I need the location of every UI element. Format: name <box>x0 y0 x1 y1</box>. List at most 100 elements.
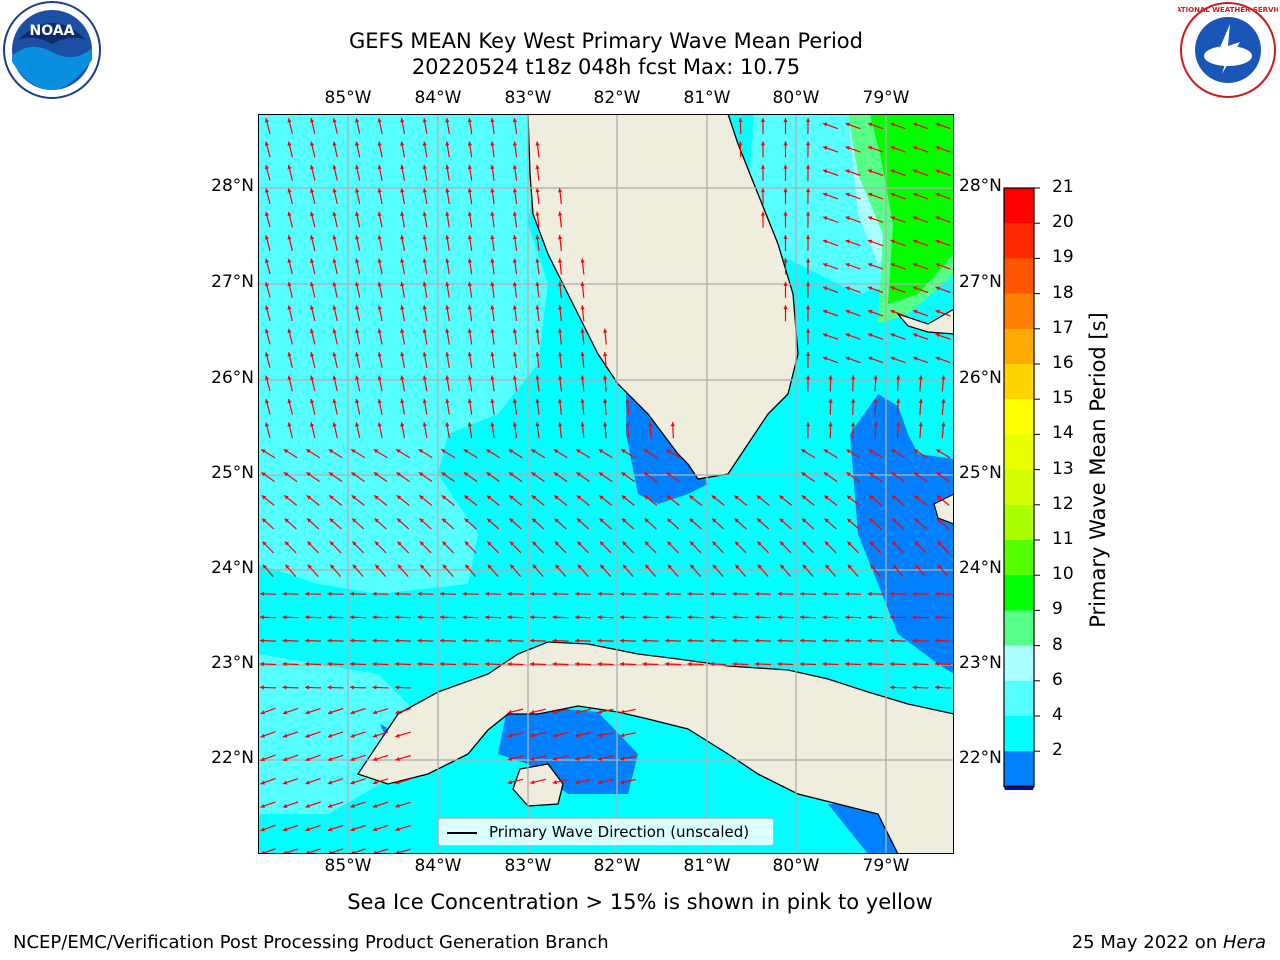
wave-arrow <box>350 448 366 459</box>
wave-arrow <box>445 141 450 158</box>
wave-arrow <box>935 448 951 459</box>
wave-arrow <box>467 141 473 158</box>
wave-arrow <box>873 375 878 392</box>
wave-arrow <box>350 824 366 832</box>
wave-arrow <box>709 591 727 596</box>
wave-arrow <box>621 471 635 483</box>
wave-arrow <box>440 448 456 459</box>
wave-arrow <box>912 661 929 667</box>
wave-arrow <box>282 801 299 808</box>
wave-arrow <box>395 801 411 808</box>
wave-arrow <box>553 494 568 506</box>
wave-arrow <box>490 141 495 158</box>
wave-arrow <box>530 708 546 715</box>
wave-arrow <box>395 778 411 785</box>
wave-arrow <box>355 258 361 275</box>
wave-arrow <box>535 375 540 392</box>
wave-arrow <box>512 235 518 251</box>
wave-arrow <box>918 398 923 415</box>
colorbar-label: Primary Wave Mean Period [s] <box>1086 312 1110 628</box>
wave-arrow <box>260 801 276 808</box>
lon-tick-top-0: 85°W <box>324 88 372 108</box>
wave-arrow <box>529 638 547 643</box>
wave-period-map <box>258 114 954 854</box>
wave-arrow <box>486 494 500 506</box>
wave-arrow <box>844 638 862 643</box>
wave-arrow <box>603 422 608 439</box>
wave-arrow <box>530 778 546 785</box>
lat-tick-right-5: 23°N <box>959 653 1002 673</box>
wave-arrow <box>282 685 299 690</box>
wave-arrow <box>287 328 293 345</box>
footer-date-text: 25 May 2022 on <box>1071 932 1223 953</box>
wave-arrow <box>822 122 839 130</box>
wave-arrow <box>732 661 749 667</box>
wave-arrow <box>512 398 518 415</box>
wave-arrow <box>732 591 749 596</box>
wave-arrow <box>552 661 569 667</box>
wave-arrow <box>642 661 659 667</box>
wave-arrow <box>867 263 884 270</box>
wave-arrow <box>805 117 811 135</box>
nws-logo-text: NATIONAL WEATHER SERVICE <box>1178 6 1278 14</box>
wave-arrow <box>310 164 316 181</box>
wave-arrow <box>912 333 929 340</box>
wave-arrow <box>395 825 411 832</box>
wave-arrow <box>822 638 839 643</box>
wave-arrow <box>664 638 682 643</box>
wave-arrow <box>304 661 322 667</box>
wave-arrow <box>535 305 540 322</box>
wave-arrow <box>867 169 884 177</box>
wave-arrow <box>439 638 457 643</box>
wave-arrow <box>350 778 366 785</box>
wave-arrow <box>845 286 861 294</box>
wave-arrow <box>912 169 929 177</box>
wave-arrow <box>935 192 951 200</box>
wave-arrow <box>738 117 743 135</box>
wave-arrow <box>512 258 518 275</box>
wave-arrow <box>349 615 367 620</box>
wave-arrow <box>282 754 299 762</box>
wave-arrow <box>867 146 884 153</box>
wave-arrow <box>918 375 923 392</box>
wave-arrow <box>756 541 770 554</box>
wave-arrow <box>845 448 861 459</box>
wave-arrow <box>287 235 293 251</box>
wave-arrow <box>867 661 884 667</box>
wave-arrow <box>912 263 929 270</box>
ocean-blue-region-straits <box>850 394 954 674</box>
wave-arrow <box>822 169 839 177</box>
wave-arrow <box>935 239 951 247</box>
wave-arrow <box>598 471 613 483</box>
wave-arrow <box>867 591 884 596</box>
wave-arrow <box>823 448 838 459</box>
wave-arrow <box>372 801 389 808</box>
wave-arrow <box>264 352 271 368</box>
wave-arrow <box>689 541 702 554</box>
wave-arrow <box>934 615 952 620</box>
wave-arrow <box>351 518 365 530</box>
wave-arrow <box>400 422 406 439</box>
wave-arrow <box>310 352 316 368</box>
wave-arrow <box>307 564 319 577</box>
wave-arrow <box>287 211 293 228</box>
wave-arrow <box>485 448 501 459</box>
wave-arrow <box>394 615 412 620</box>
wave-arrow <box>264 141 271 158</box>
wave-arrow <box>282 615 299 620</box>
wave-arrow <box>760 188 766 205</box>
wave-arrow <box>287 375 293 392</box>
wave-arrow <box>779 518 792 530</box>
wave-arrow <box>822 333 839 340</box>
wave-arrow <box>260 731 276 738</box>
wave-arrow <box>264 118 271 134</box>
wave-arrow <box>851 398 856 415</box>
lon-tick-top-2: 83°W <box>504 88 552 108</box>
wave-arrow <box>935 169 951 177</box>
wave-arrow <box>445 352 450 368</box>
wave-arrow <box>535 328 540 345</box>
wave-arrow <box>918 422 923 439</box>
colorbar-tick-14: 6 <box>1052 669 1063 690</box>
wave-arrow <box>490 328 495 345</box>
wave-arrow <box>327 615 344 620</box>
